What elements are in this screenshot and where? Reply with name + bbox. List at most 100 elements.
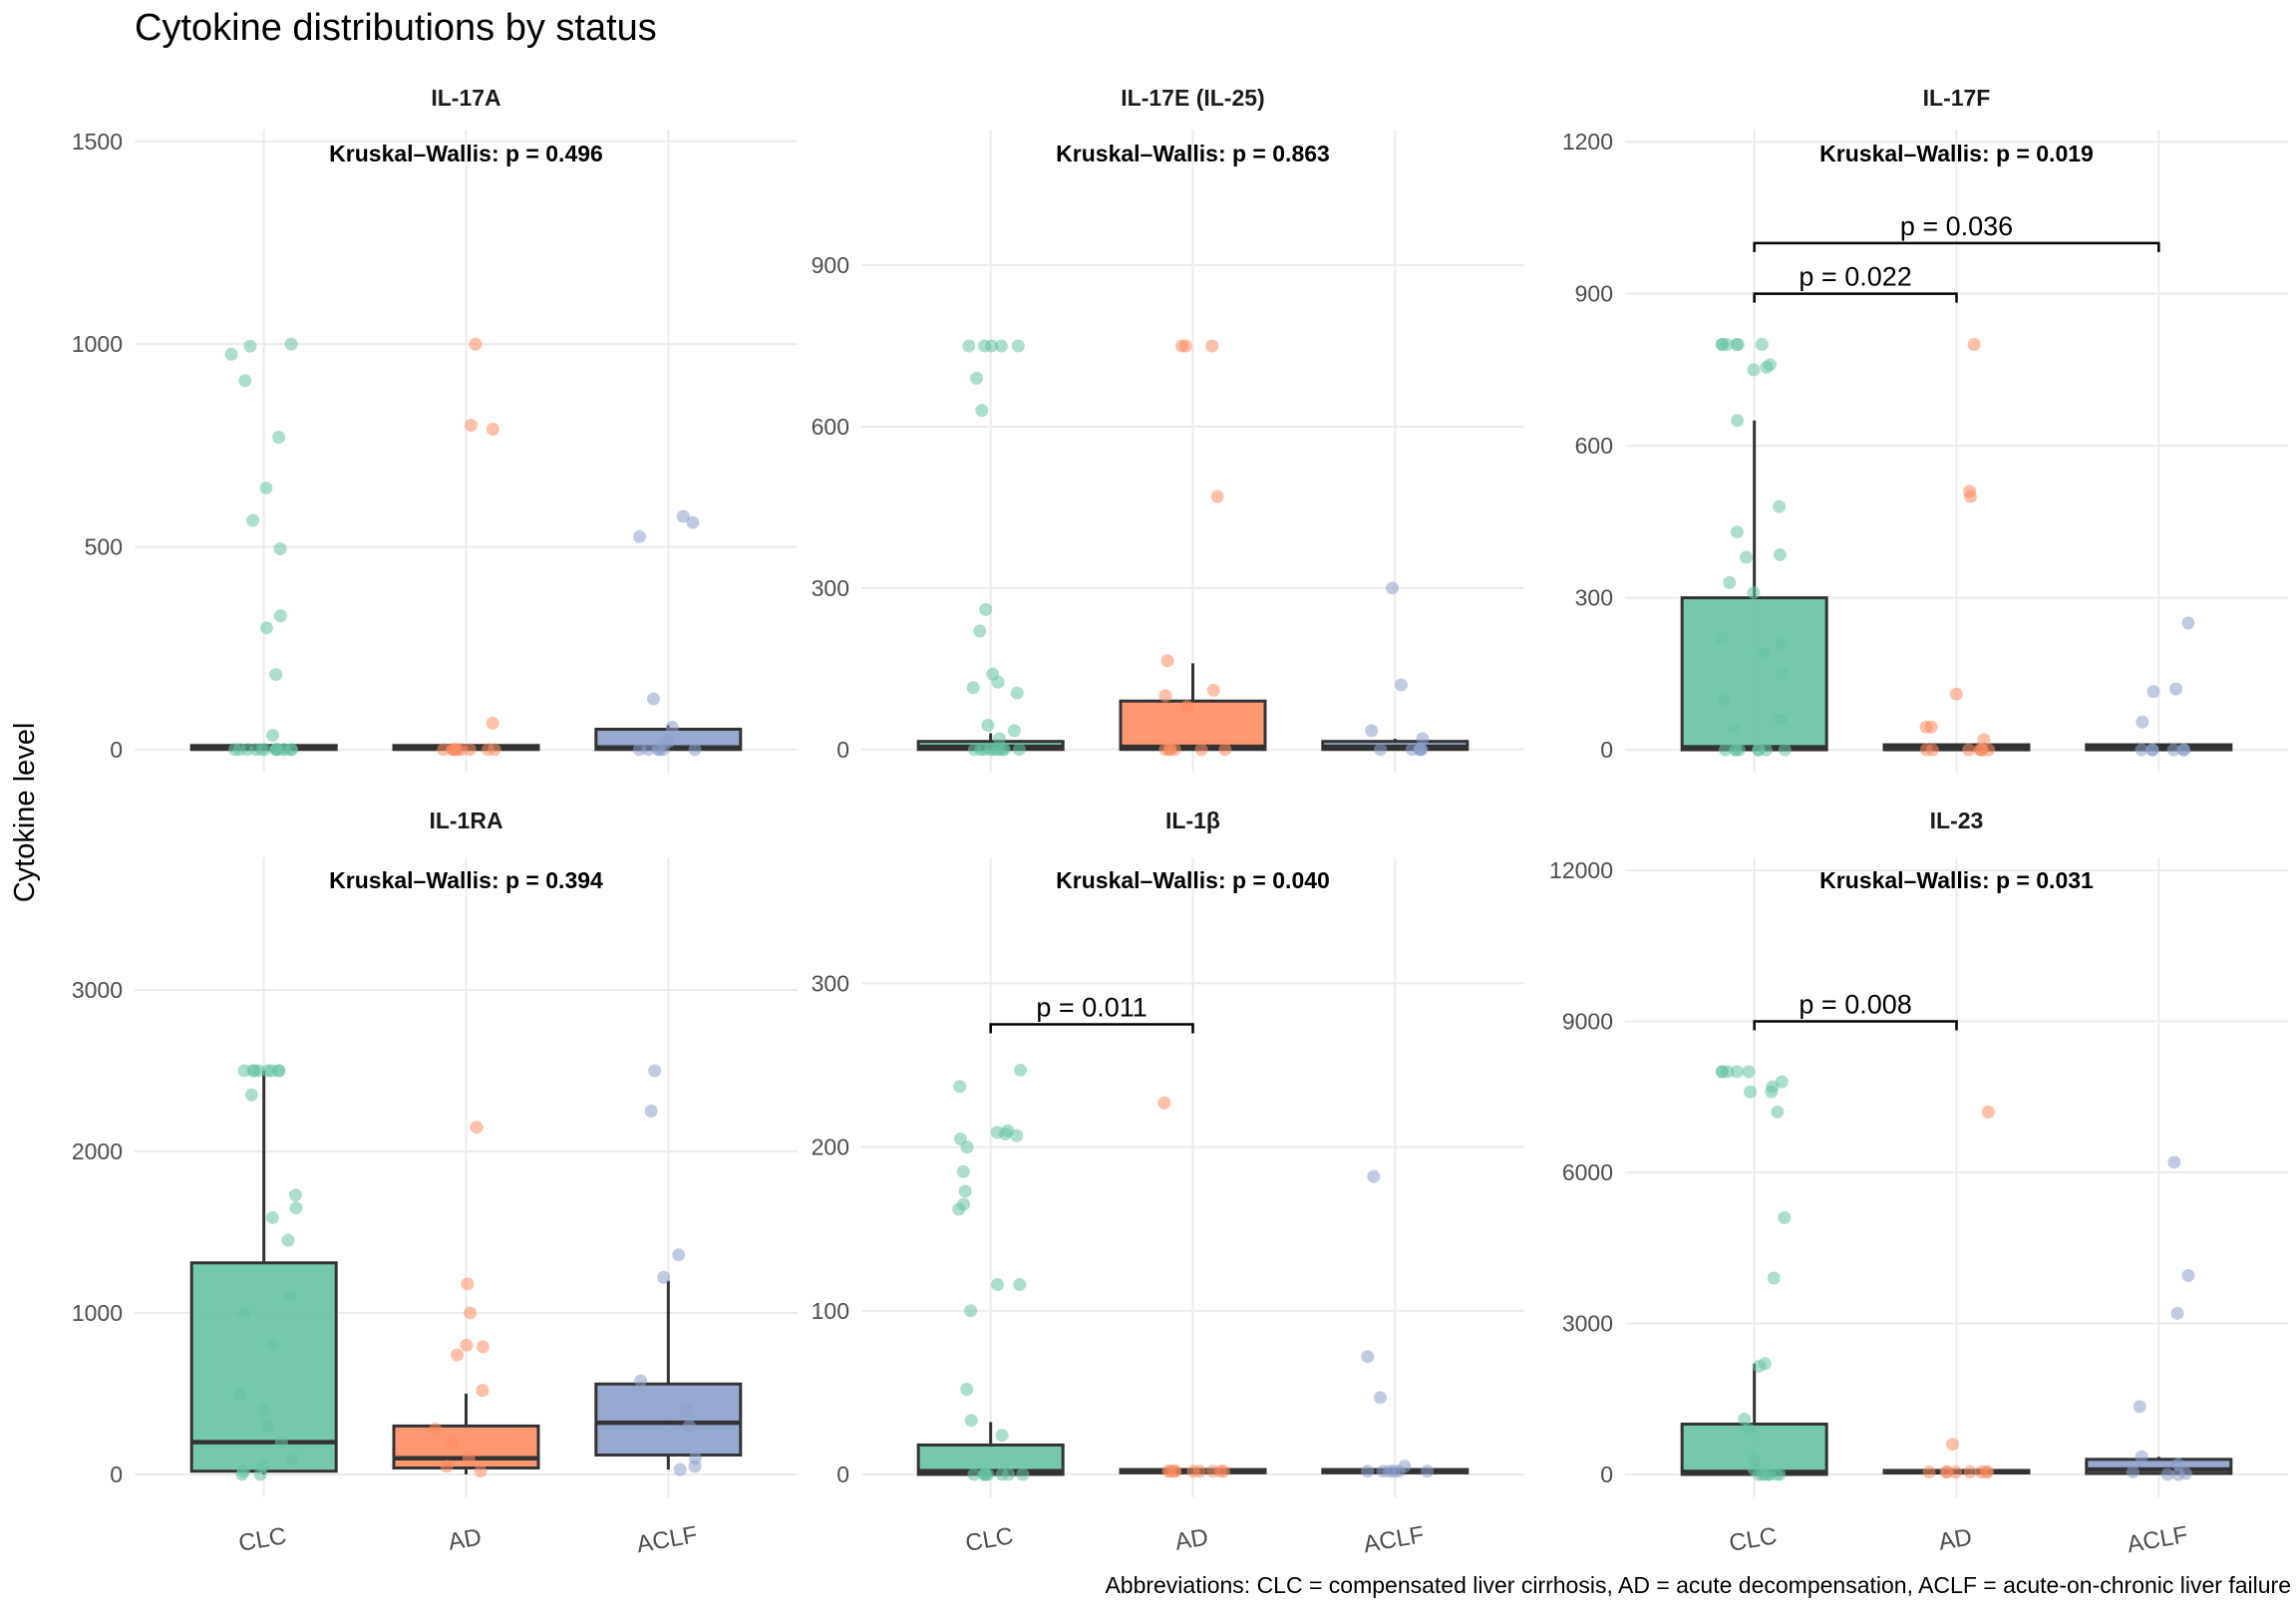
- data-point: [244, 1088, 258, 1102]
- panel-title: IL-17E (IL-25): [1121, 85, 1264, 111]
- data-point: [1922, 1464, 1936, 1478]
- data-point: [224, 347, 238, 361]
- data-point: [991, 675, 1005, 689]
- data-point: [462, 1452, 476, 1465]
- box-clc: [916, 1063, 1065, 1481]
- data-point: [1727, 723, 1741, 737]
- box-clc: [916, 339, 1065, 757]
- y-tick-label: 6000: [1562, 1159, 1613, 1185]
- significance-bracket: [1753, 241, 2160, 252]
- data-point: [259, 482, 273, 495]
- data-point: [1742, 1065, 1756, 1079]
- data-point: [1982, 743, 1996, 757]
- kruskal-wallis-label: Kruskal–Wallis: p = 0.019: [1819, 141, 2094, 166]
- data-point: [679, 1403, 693, 1417]
- x-tick-label: ACLF: [634, 1521, 699, 1558]
- data-point: [1365, 724, 1379, 738]
- data-point: [665, 720, 679, 734]
- data-point: [995, 1429, 1009, 1443]
- x-tick-label: AD: [446, 1523, 484, 1555]
- data-point: [2167, 1155, 2181, 1169]
- box-iqr: [1119, 699, 1267, 752]
- data-point: [1716, 692, 1730, 706]
- data-point: [1919, 743, 1933, 757]
- data-point: [289, 1201, 303, 1215]
- data-point: [1715, 338, 1729, 352]
- data-point: [284, 743, 298, 757]
- data-point: [1192, 1464, 1206, 1478]
- data-point: [451, 1348, 465, 1362]
- data-point: [1760, 360, 1774, 374]
- data-point: [1010, 1129, 1024, 1142]
- box-aclf: [2085, 616, 2233, 757]
- data-point: [1007, 724, 1021, 738]
- data-point: [1011, 339, 1025, 353]
- data-point: [1962, 743, 1976, 757]
- box-aclf: [1321, 581, 1470, 757]
- panel-title: IL-1β: [1165, 807, 1220, 833]
- data-point: [2126, 1464, 2139, 1478]
- kruskal-wallis-label: Kruskal–Wallis: p = 0.394: [329, 867, 603, 893]
- data-point: [1742, 1423, 1756, 1437]
- data-point: [286, 1452, 300, 1465]
- data-point: [476, 1384, 490, 1398]
- bracket-p-value: p = 0.036: [1900, 211, 2013, 241]
- bracket-p-value: p = 0.022: [1799, 262, 1911, 292]
- data-point: [1213, 1464, 1227, 1478]
- y-tick-label: 600: [1575, 433, 1613, 459]
- panel-il-17f: 0 300 600 900 1200 IL-17F Kruskal–Wallis: p = …: [1562, 85, 2288, 773]
- data-point: [1167, 1464, 1181, 1478]
- panel-title: IL-17F: [1923, 85, 1991, 111]
- data-point: [1205, 339, 1219, 353]
- data-point: [672, 1248, 686, 1262]
- data-point: [1730, 338, 1744, 352]
- data-point: [463, 743, 477, 757]
- data-point: [974, 743, 988, 757]
- data-point: [237, 1064, 251, 1078]
- data-point: [1014, 1063, 1028, 1077]
- data-point: [2170, 1306, 2184, 1320]
- data-point: [1778, 743, 1792, 757]
- data-point: [1405, 743, 1419, 757]
- data-point: [1367, 1169, 1381, 1183]
- data-point: [2181, 616, 2195, 630]
- data-point: [1747, 363, 1761, 377]
- panel-title: IL-1RA: [429, 807, 502, 833]
- data-point: [1774, 713, 1788, 727]
- x-tick-label: ACLF: [1361, 1521, 1426, 1558]
- data-point: [2171, 1457, 2185, 1471]
- data-point: [2177, 743, 2191, 757]
- data-point: [252, 1064, 266, 1078]
- data-point: [1778, 1210, 1792, 1224]
- data-point: [440, 1459, 454, 1473]
- data-point: [1767, 1271, 1781, 1285]
- box-iqr: [594, 1382, 743, 1457]
- data-point: [2134, 1450, 2148, 1463]
- panel-title: IL-17A: [431, 85, 500, 111]
- data-point: [992, 732, 1006, 746]
- data-point: [486, 716, 499, 730]
- data-point: [2169, 682, 2183, 696]
- data-point: [446, 1436, 460, 1450]
- y-tick-label: 0: [110, 1461, 123, 1487]
- data-point: [1967, 338, 1981, 352]
- panel-title: IL-23: [1930, 807, 1984, 833]
- data-point: [956, 1164, 970, 1178]
- data-point: [1361, 1350, 1375, 1364]
- data-point: [1945, 1438, 1959, 1452]
- chart-title: Cytokine distributions by status: [135, 7, 657, 49]
- y-tick-label: 9000: [1562, 1008, 1613, 1034]
- data-point: [952, 1202, 966, 1216]
- data-point: [1755, 338, 1769, 352]
- box-ad: [1119, 339, 1267, 757]
- data-point: [688, 743, 702, 757]
- x-tick-label: CLC: [1727, 1522, 1779, 1557]
- data-point: [962, 339, 976, 353]
- data-point: [960, 1383, 974, 1397]
- data-point: [1386, 581, 1400, 595]
- data-point: [686, 515, 700, 529]
- y-tick-label: 600: [812, 414, 849, 440]
- data-point: [474, 1464, 488, 1478]
- data-point: [1739, 550, 1753, 564]
